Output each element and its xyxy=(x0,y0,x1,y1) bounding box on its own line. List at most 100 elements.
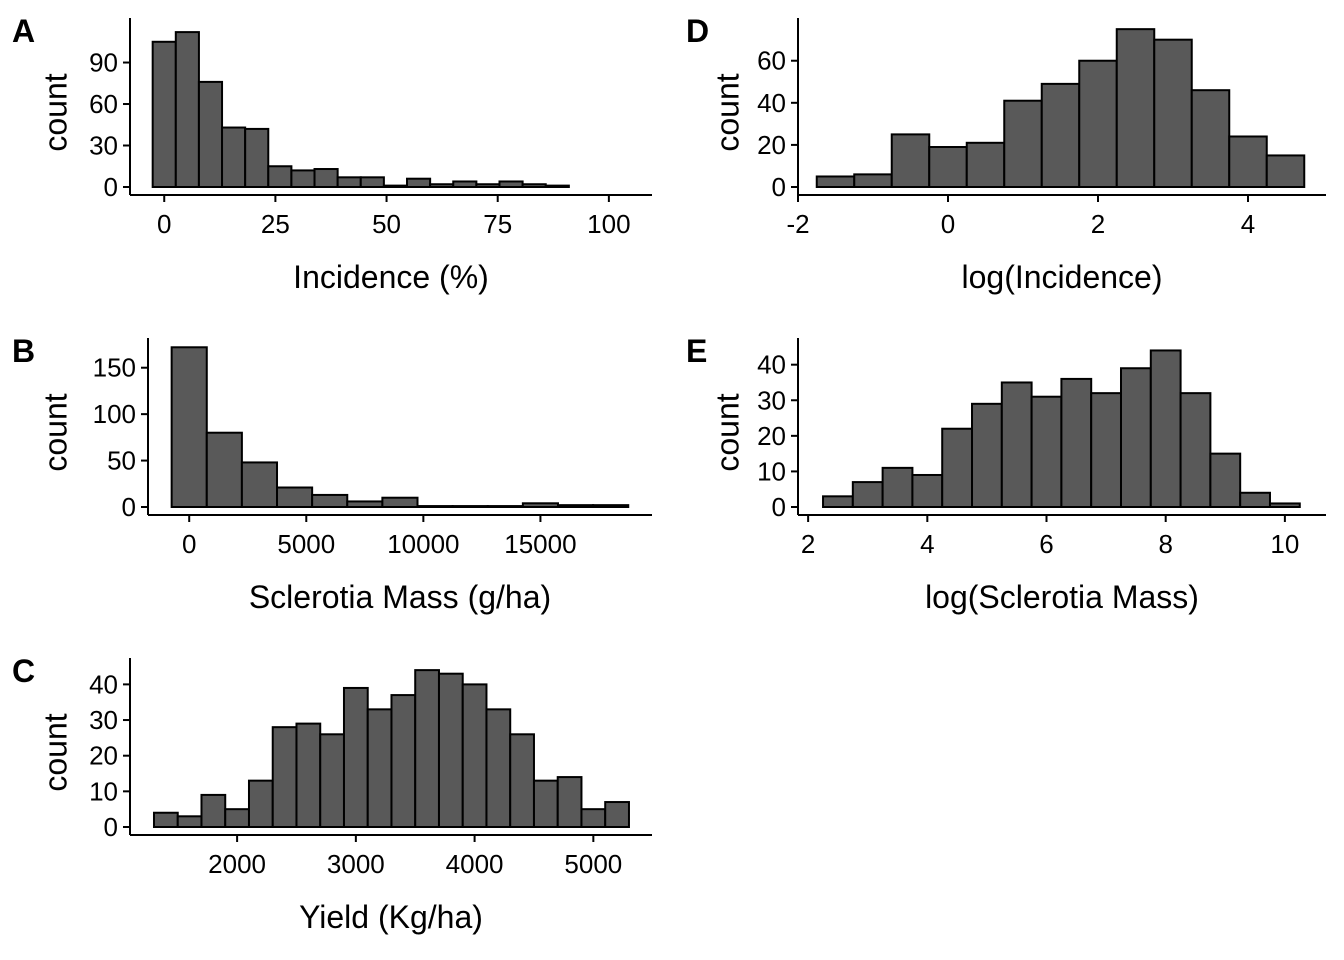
x-tick-label: 2000 xyxy=(208,849,266,879)
x-tick-label: 4 xyxy=(920,529,934,559)
bar xyxy=(319,733,345,828)
x-tick-label: 100 xyxy=(587,209,630,239)
bar xyxy=(604,801,630,828)
bar xyxy=(313,168,339,188)
bar xyxy=(224,808,250,828)
bar xyxy=(152,811,179,829)
bar xyxy=(1190,89,1231,188)
bar xyxy=(881,466,914,508)
bar xyxy=(532,779,559,828)
bar xyxy=(1228,135,1268,188)
y-tick-label: 60 xyxy=(757,46,786,76)
bar xyxy=(1090,392,1122,508)
bar xyxy=(311,493,349,508)
y-tick-label: 0 xyxy=(772,492,786,522)
x-tick-label: 2 xyxy=(801,529,815,559)
bar xyxy=(853,173,893,189)
bar xyxy=(174,31,200,188)
bar xyxy=(592,504,630,508)
bar xyxy=(390,694,417,828)
bar xyxy=(486,505,524,509)
bar xyxy=(452,180,478,188)
bar xyxy=(359,176,385,189)
bar xyxy=(1003,99,1043,188)
bar xyxy=(346,500,384,508)
bar xyxy=(1000,381,1033,509)
x-tick-label: 0 xyxy=(941,209,955,239)
bar xyxy=(176,815,203,828)
bar xyxy=(822,495,854,509)
bar xyxy=(247,779,274,828)
bar xyxy=(1078,59,1118,189)
y-tick-label: 0 xyxy=(772,172,786,202)
bar xyxy=(382,184,409,188)
x-tick-label: 3000 xyxy=(327,849,385,879)
y-axis-title: count xyxy=(709,73,745,151)
bar xyxy=(451,505,489,509)
y-tick-label: 40 xyxy=(757,88,786,118)
x-axis-title: Sclerotia Mass (g/ha) xyxy=(249,579,551,615)
bar xyxy=(965,141,1006,188)
bar xyxy=(205,431,243,509)
y-tick-label: 20 xyxy=(757,421,786,451)
y-tick-label: 40 xyxy=(757,350,786,380)
bar xyxy=(366,708,393,829)
bar xyxy=(941,427,974,508)
y-tick-label: 20 xyxy=(757,130,786,160)
bar xyxy=(437,672,464,828)
y-tick-label: 50 xyxy=(107,446,136,476)
x-tick-label: 50 xyxy=(372,209,401,239)
x-tick-label: 6 xyxy=(1039,529,1053,559)
panel-c: 2000 3000 4000 5000 0 10 20 30 40 Yield (Kg/ha) co… xyxy=(12,653,652,935)
bar xyxy=(1060,377,1093,509)
bar xyxy=(890,133,931,189)
x-tick-label: 75 xyxy=(483,209,512,239)
bar xyxy=(485,708,512,829)
y-tick-label: 20 xyxy=(89,741,118,771)
bar xyxy=(271,726,298,828)
x-axis-title: Incidence (%) xyxy=(293,259,489,295)
bar xyxy=(521,183,547,188)
bar xyxy=(498,180,524,188)
y-tick-label: 10 xyxy=(757,456,786,486)
y-tick-label: 0 xyxy=(104,172,118,202)
bar xyxy=(1265,154,1306,188)
bar xyxy=(295,722,322,829)
bar xyxy=(1040,82,1081,188)
y-axis-title: count xyxy=(37,713,73,791)
x-axis-title: Yield (Kg/ha) xyxy=(299,899,483,935)
y-axis-title: count xyxy=(709,393,745,471)
bar xyxy=(200,793,227,828)
bar xyxy=(429,183,455,188)
bar xyxy=(244,127,270,188)
x-tick-label: 4000 xyxy=(446,849,504,879)
y-tick-label: 0 xyxy=(122,492,136,522)
bar xyxy=(342,686,369,828)
y-tick-label: 30 xyxy=(89,705,118,735)
bar xyxy=(151,40,177,189)
x-tick-label: 5000 xyxy=(277,529,335,559)
x-axis-title: log(Sclerotia Mass) xyxy=(925,579,1199,615)
bar xyxy=(336,176,362,189)
y-tick-label: 90 xyxy=(89,48,118,78)
bar xyxy=(1119,367,1152,508)
y-tick-label: 30 xyxy=(757,385,786,415)
x-tick-label: 10000 xyxy=(387,529,459,559)
y-tick-label: 60 xyxy=(89,89,118,119)
y-axis-title: count xyxy=(37,73,73,151)
x-tick-label: 0 xyxy=(182,529,196,559)
bar xyxy=(1239,491,1271,509)
bar xyxy=(928,146,968,188)
bar xyxy=(1179,392,1212,508)
bar xyxy=(475,183,501,188)
bar xyxy=(267,165,293,189)
bar xyxy=(815,175,856,188)
x-tick-label: 8 xyxy=(1158,529,1172,559)
bar xyxy=(556,776,583,829)
panel-letter: E xyxy=(686,333,707,369)
bar xyxy=(556,504,595,508)
panel-letter: C xyxy=(12,653,35,689)
bar xyxy=(406,177,432,189)
